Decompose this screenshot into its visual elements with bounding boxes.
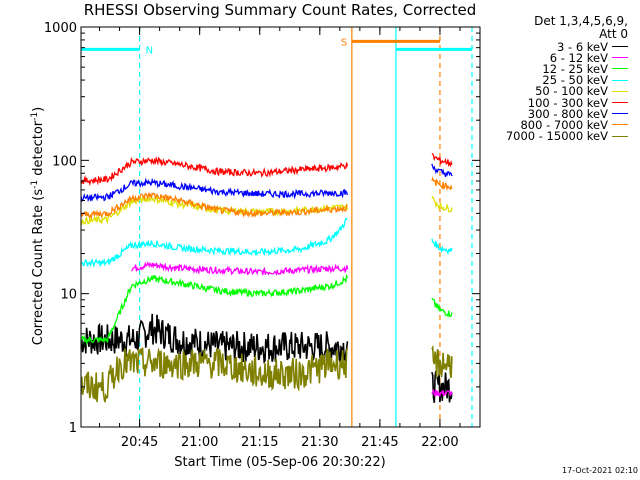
series-line-7-segment-0 bbox=[81, 192, 348, 220]
series-lines bbox=[81, 152, 453, 403]
legend-item: 100 - 300 keV bbox=[480, 95, 628, 110]
legend-label: 12 - 25 keV bbox=[542, 61, 608, 76]
x-tick-label: 21:00 bbox=[181, 435, 218, 450]
legend-label: 800 - 7000 keV bbox=[520, 117, 608, 132]
series-line-3-segment-1 bbox=[431, 238, 453, 256]
y-tick-label: 100 bbox=[52, 154, 77, 169]
legend-item: 12 - 25 keV bbox=[480, 61, 628, 76]
legend-swatch bbox=[612, 68, 628, 70]
y-tick-label: 1 bbox=[69, 421, 77, 436]
y-tick-label: 1000 bbox=[44, 21, 77, 36]
legend-label: 100 - 300 keV bbox=[527, 95, 608, 110]
legend-swatch bbox=[612, 46, 628, 48]
legend-swatch bbox=[612, 90, 628, 92]
legend-label: 7000 - 15000 keV bbox=[505, 129, 608, 144]
legend-item: 800 - 7000 keV bbox=[480, 117, 628, 132]
legend: Det 1,3,4,5,6,9, Att 0 3 - 6 keV 6 - 12 k… bbox=[480, 14, 628, 144]
legend-header-line-1: Det 1,3,4,5,6,9, bbox=[534, 14, 628, 28]
series-line-2-segment-0 bbox=[81, 273, 349, 346]
flag-bars: NS bbox=[81, 37, 472, 56]
legend-item: 6 - 12 keV bbox=[480, 50, 628, 65]
legend-item: 300 - 800 keV bbox=[480, 106, 628, 121]
series-line-2-segment-1 bbox=[431, 297, 453, 318]
legend-label: 3 - 6 keV bbox=[557, 39, 608, 54]
legend-swatch bbox=[612, 113, 628, 115]
series-line-8-segment-0 bbox=[81, 347, 349, 403]
legend-label: 6 - 12 keV bbox=[549, 50, 608, 65]
axes: 1 10 100 1000 20:45 21:00 21:15 21:30 21:45 22:00 bbox=[44, 21, 481, 450]
legend-header-line-2: Att 0 bbox=[599, 27, 628, 41]
series-line-6-segment-0 bbox=[81, 177, 349, 203]
legend-swatch bbox=[612, 135, 628, 137]
series-line-1-segment-1 bbox=[431, 388, 453, 398]
legend-swatch bbox=[612, 124, 628, 126]
legend-label: 300 - 800 keV bbox=[527, 106, 608, 121]
chart-title: RHESSI Observing Summary Count Rates, Co… bbox=[83, 1, 477, 19]
y-axis-label: Corrected Count Rate (s-1 detector-1) bbox=[29, 106, 47, 346]
x-tick-label: 21:45 bbox=[361, 435, 398, 450]
series-line-6-segment-1 bbox=[431, 163, 453, 177]
legend-item: 3 - 6 keV bbox=[480, 39, 628, 54]
legend-label: 50 - 100 keV bbox=[535, 84, 608, 99]
legend-swatch bbox=[612, 57, 628, 59]
legend-swatch bbox=[612, 79, 628, 81]
x-tick-label: 21:30 bbox=[301, 435, 338, 450]
plot-frame bbox=[80, 26, 481, 428]
x-tick-label: 22:00 bbox=[421, 435, 458, 450]
series-line-1-segment-0 bbox=[131, 261, 349, 276]
legend-swatch bbox=[612, 102, 628, 104]
legend-item: 7000 - 15000 keV bbox=[480, 129, 628, 144]
legend-item: 25 - 50 keV bbox=[480, 73, 628, 88]
series-line-4-segment-1 bbox=[431, 195, 453, 213]
legend-label: 25 - 50 keV bbox=[542, 73, 608, 88]
legend-item: 50 - 100 keV bbox=[480, 84, 628, 99]
flag-label-2: S bbox=[341, 37, 347, 48]
series-line-8-segment-1 bbox=[431, 344, 453, 378]
series-line-4-segment-0 bbox=[81, 194, 349, 226]
x-tick-label: 20:45 bbox=[121, 435, 158, 450]
timestamp: 17-Oct-2021 02:10 bbox=[562, 466, 638, 475]
series-line-3-segment-0 bbox=[81, 217, 348, 268]
flag-label-0: N bbox=[146, 45, 153, 56]
y-tick-label: 10 bbox=[60, 288, 77, 303]
series-line-5-segment-0 bbox=[81, 155, 349, 187]
x-tick-label: 21:15 bbox=[241, 435, 278, 450]
series-line-5-segment-1 bbox=[431, 152, 453, 168]
x-axis-label: Start Time (05-Sep-06 20:30:22) bbox=[174, 455, 386, 470]
series-line-7-segment-1 bbox=[431, 176, 453, 192]
